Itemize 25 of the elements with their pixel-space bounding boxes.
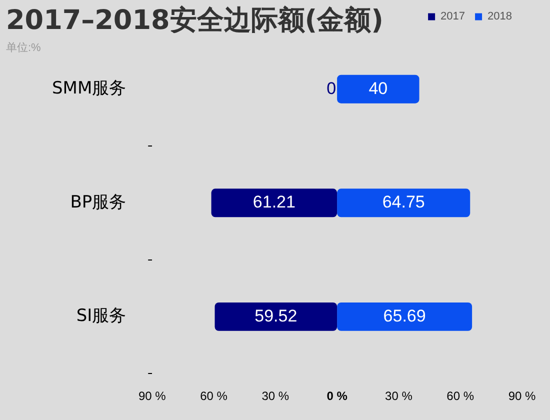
x-tick-label: 60 % xyxy=(446,389,474,404)
data-label: 61.21 xyxy=(252,192,296,212)
data-label: 64.75 xyxy=(382,192,425,212)
bar xyxy=(214,302,338,331)
data-label: 65.69 xyxy=(383,306,426,326)
chart-title: 2017–2018安全边际额(金额) xyxy=(6,4,384,38)
x-tick-label: 0 % xyxy=(326,389,348,404)
x-tick-label: 60 % xyxy=(200,389,228,404)
legend-label: 2018 xyxy=(488,10,512,23)
legend-label: 2017 xyxy=(440,10,466,23)
data-label: 40 xyxy=(368,78,388,98)
x-tick-label: 90 % xyxy=(138,389,166,404)
data-label: 0 xyxy=(326,78,336,98)
y-tick-label: BP服务 xyxy=(70,192,126,212)
bar xyxy=(211,188,338,218)
y-tick-label: SMM服务 xyxy=(52,78,126,99)
bar xyxy=(337,74,420,104)
bar xyxy=(337,188,470,218)
x-tick-label: 30 % xyxy=(262,389,290,404)
x-tick-label: 30 % xyxy=(385,389,413,404)
y-tick-label: SI服务 xyxy=(76,306,126,326)
text: 单位:% xyxy=(6,41,41,55)
x-tick-label: 90 % xyxy=(508,389,536,404)
bar xyxy=(337,302,472,331)
data-label: 59.52 xyxy=(254,306,298,326)
